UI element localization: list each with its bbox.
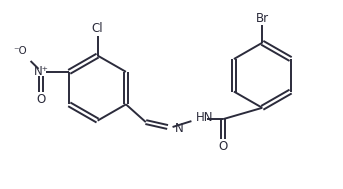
Text: N⁺: N⁺ bbox=[34, 65, 49, 78]
Text: O: O bbox=[37, 93, 46, 106]
Text: Br: Br bbox=[256, 12, 269, 25]
Text: HN: HN bbox=[196, 111, 213, 124]
Text: N: N bbox=[175, 122, 183, 135]
Text: ⁻O: ⁻O bbox=[14, 46, 27, 56]
Text: Cl: Cl bbox=[92, 22, 104, 36]
Text: O: O bbox=[218, 140, 228, 153]
